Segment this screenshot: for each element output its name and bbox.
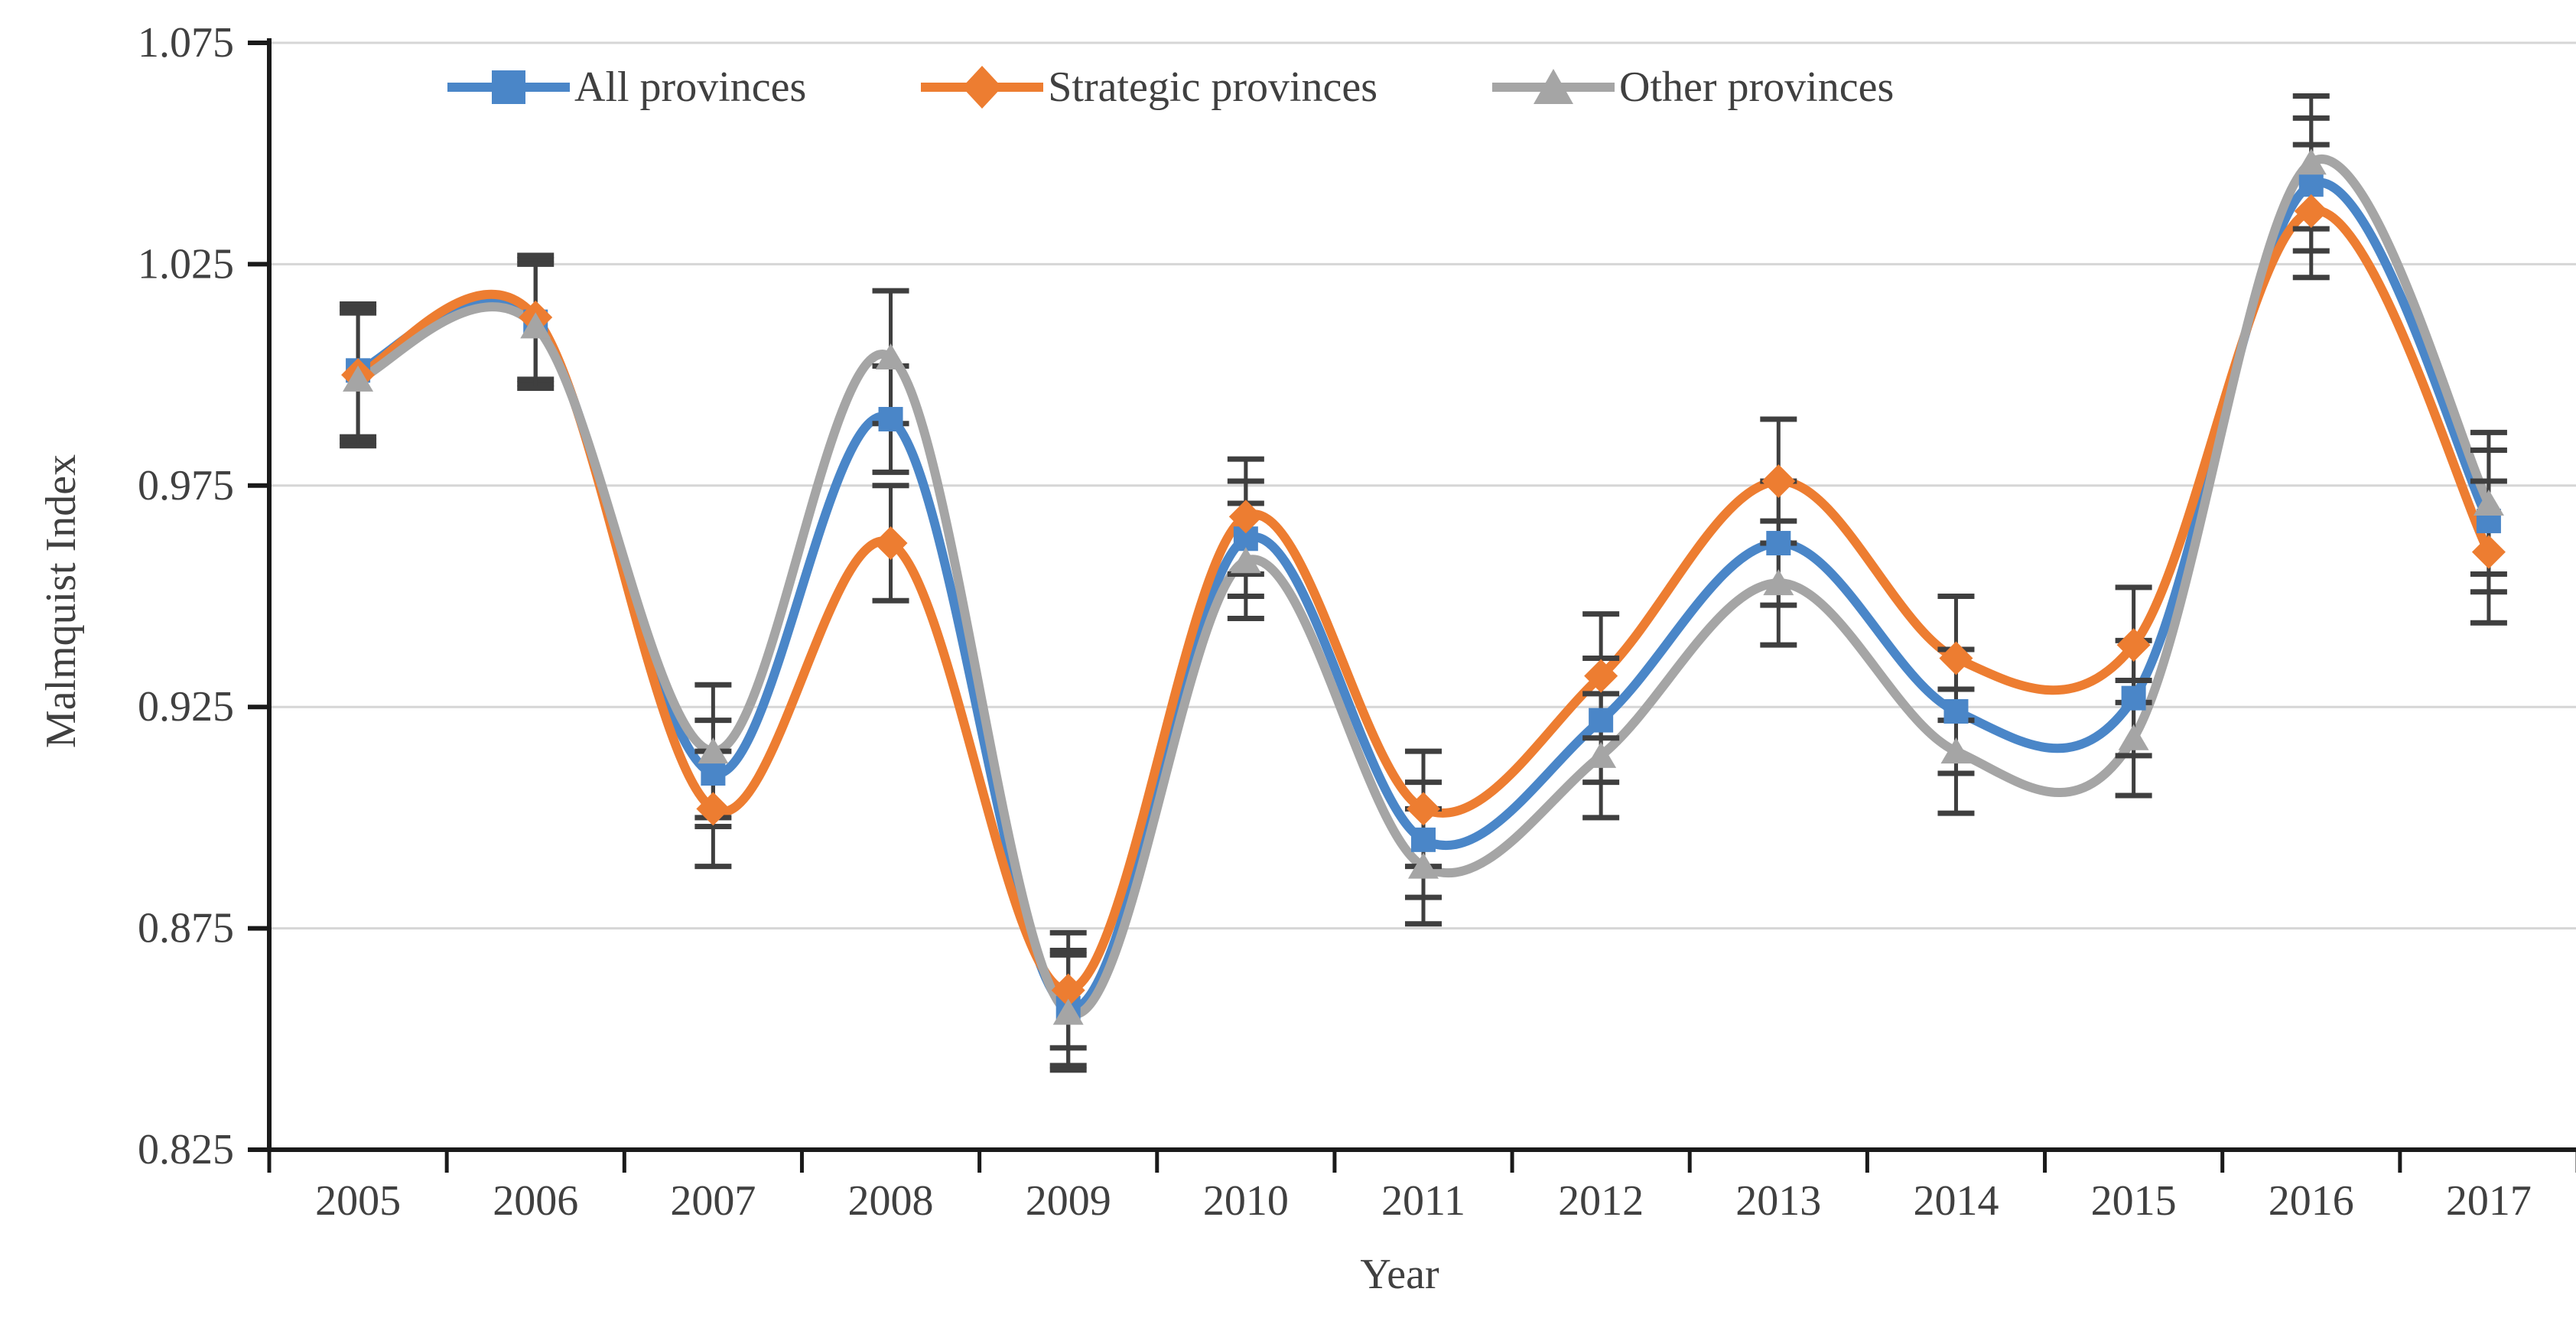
x-tick-label: 2006 <box>493 1177 578 1225</box>
marker-square <box>1589 708 1614 733</box>
x-tick-label: 2011 <box>1381 1177 1465 1225</box>
y-tick-label: 0.925 <box>138 683 234 731</box>
marker-diamond <box>1407 792 1440 826</box>
marker-square <box>2121 685 2146 711</box>
x-tick-label: 2010 <box>1203 1177 1289 1225</box>
legend-label: Strategic provinces <box>1048 63 1378 111</box>
x-tick-label: 2008 <box>848 1177 934 1225</box>
y-tick-label: 0.825 <box>138 1126 234 1173</box>
marker-triangle <box>2473 489 2504 516</box>
marker-triangle <box>343 365 374 392</box>
y-tick-label: 1.025 <box>138 240 234 288</box>
marker-square <box>878 406 903 431</box>
marker-triangle <box>875 343 906 369</box>
marker-triangle <box>1052 998 1084 1025</box>
legend-item-strategic-provinces: Strategic provinces <box>921 64 1377 110</box>
x-axis-title: Year <box>1360 1251 1439 1298</box>
x-tick-label: 2009 <box>1026 1177 1111 1225</box>
malmquist-index-chart: 1.075 1.025 0.975 0.925 0.875 0.825 2005 2006 20… <box>31 12 2576 1319</box>
x-tick-label: 2007 <box>670 1177 756 1225</box>
marker-triangle <box>1586 741 1617 768</box>
y-tick-label: 1.075 <box>138 19 234 67</box>
x-tick-label: 2017 <box>2446 1177 2532 1225</box>
marker-triangle <box>1408 852 1439 879</box>
marker-diamond <box>1939 641 1973 675</box>
marker-diamond <box>1761 464 1796 499</box>
marker-diamond <box>2116 628 2151 662</box>
marker-diamond <box>696 792 730 826</box>
marker-diamond <box>2471 535 2506 569</box>
x-tick-label: 2014 <box>1913 1177 1999 1225</box>
legend-label: Other provinces <box>1619 63 1895 111</box>
diamond-legend-marker-icon <box>921 66 1044 109</box>
marker-square <box>1943 698 1969 724</box>
marker-triangle <box>2295 148 2327 175</box>
marker-square <box>701 761 726 786</box>
marker-square <box>1411 827 1436 852</box>
legend-item-all-provinces: All provinces <box>447 64 806 110</box>
plot-area: 1.075 1.025 0.975 0.925 0.875 0.825 2005 2006 20… <box>138 19 2576 1225</box>
legend-label: All provinces <box>574 63 807 111</box>
marker-diamond <box>1051 973 1085 1007</box>
marker-square <box>1766 531 1791 556</box>
marker-diamond <box>2294 194 2328 228</box>
marker-triangle <box>698 737 729 764</box>
marker-diamond <box>1584 659 1618 693</box>
series-line-other-provinces <box>353 155 2493 1019</box>
x-tick-label: 2012 <box>1558 1177 1644 1225</box>
marker-triangle <box>1940 737 1972 764</box>
marker-triangle <box>2118 724 2149 750</box>
square-legend-marker-icon <box>447 70 570 104</box>
triangle-legend-marker-icon <box>1492 69 1615 104</box>
marker-diamond <box>1228 500 1263 534</box>
x-tick-label: 2016 <box>2269 1177 2354 1225</box>
x-tick-label: 2015 <box>2091 1177 2177 1225</box>
marker-triangle <box>1763 569 1794 596</box>
marker-triangle <box>520 312 551 339</box>
marker-triangle <box>1230 547 1261 574</box>
x-tick-label: 2005 <box>315 1177 401 1225</box>
y-tick-label: 0.975 <box>138 462 234 509</box>
legend-item-other-provinces: Other provinces <box>1492 64 1894 110</box>
marker-diamond <box>873 526 908 561</box>
chart-legend: All provinces Strategic provinces Other pr… <box>447 64 1894 110</box>
x-tick-label: 2013 <box>1735 1177 1821 1225</box>
y-axis-title: Malmquist Index <box>37 454 85 749</box>
marker-square <box>2298 172 2324 197</box>
y-tick-label: 0.875 <box>138 905 234 952</box>
